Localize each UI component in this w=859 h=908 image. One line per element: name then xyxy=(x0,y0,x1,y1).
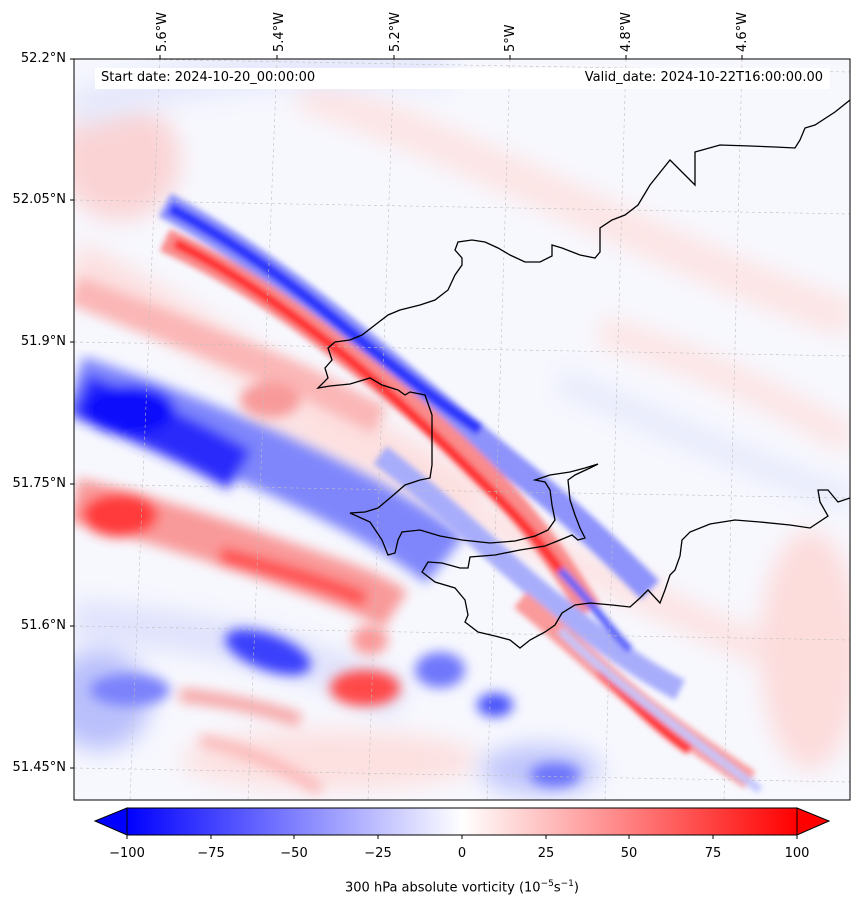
colorbar-title-exp2: −1 xyxy=(560,879,574,889)
colorbar-tick-label: −100 xyxy=(109,846,145,861)
colorbar-title: 300 hPa absolute vorticity (10−5s−1) xyxy=(345,879,579,895)
lat-label-51-9: 51.9°N xyxy=(20,334,66,349)
lon-label-5: 5°W xyxy=(503,24,518,52)
lat-label-52-05: 52.05°N xyxy=(12,192,66,207)
lon-label-5-4: 5.4°W xyxy=(272,11,287,52)
lon-ticks xyxy=(159,55,743,59)
colorbar-title-close: ) xyxy=(573,880,579,896)
colorbar-tick-label: 25 xyxy=(537,846,555,861)
colorbar-title-exp1: −5 xyxy=(540,879,554,889)
colorbar-tick-label: −50 xyxy=(280,846,308,861)
plot-frame xyxy=(73,58,851,801)
colorbar xyxy=(93,807,831,839)
colorbar-tick-label: 100 xyxy=(784,846,810,861)
colorbar-title-text: 300 hPa absolute vorticity (10 xyxy=(345,880,541,896)
lat-label-52-2: 52.2°N xyxy=(20,51,66,66)
colorbar-tick-label: −25 xyxy=(364,846,392,861)
lat-label-51-6: 51.6°N xyxy=(20,618,66,633)
lon-label-5-2: 5.2°W xyxy=(388,11,403,52)
colorbar-tick-label: −75 xyxy=(197,846,225,861)
lat-label-51-45: 51.45°N xyxy=(12,760,66,775)
colorbar-tick-label: 0 xyxy=(457,846,467,861)
info-bar: Start date: 2024-10-20_00:00:00 Valid_da… xyxy=(95,68,830,89)
colorbar-gradient xyxy=(127,808,797,835)
lat-ticks xyxy=(70,58,74,769)
lat-label-51-75: 51.75°N xyxy=(12,476,66,491)
colorbar-low-extend xyxy=(93,807,128,836)
colorbar-tick-label: 75 xyxy=(704,846,722,861)
coastline xyxy=(316,99,850,649)
lon-label-4-6: 4.6°W xyxy=(735,11,750,52)
colorbar-high-extend xyxy=(796,807,831,836)
lon-label-4-8: 4.8°W xyxy=(619,11,634,52)
valid-date-label: Valid_date: 2024-10-22T16:00:00.00 xyxy=(584,70,823,85)
colorbar-tick-label: 50 xyxy=(620,846,638,861)
start-date-label: Start date: 2024-10-20_00:00:00 xyxy=(101,70,316,85)
colorbar-title-unit: s xyxy=(553,880,561,896)
lon-label-5-6: 5.6°W xyxy=(155,11,170,52)
graticule xyxy=(74,59,850,800)
